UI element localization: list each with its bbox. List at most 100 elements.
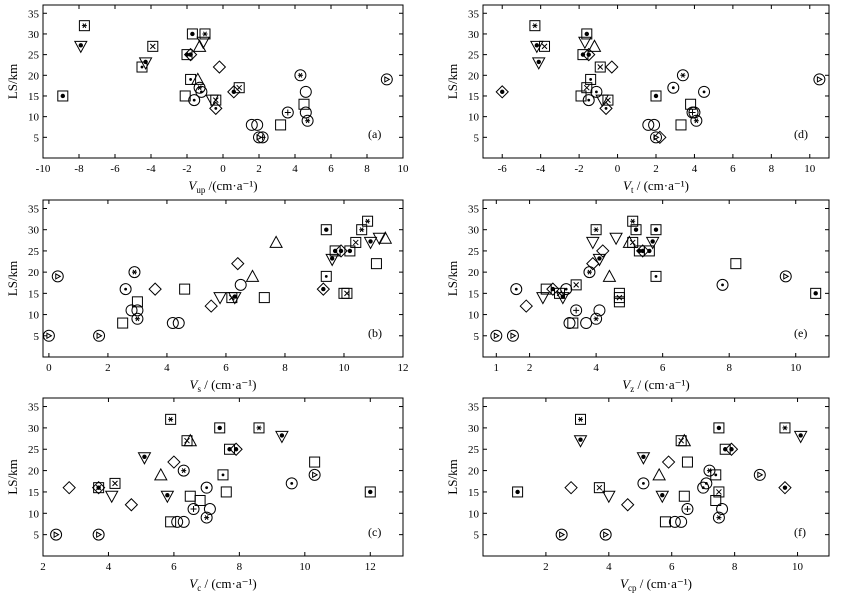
y-tick-label: 5 xyxy=(474,132,480,144)
x-axis-label: Vc / (cm·a⁻¹) xyxy=(189,576,256,593)
plot-frame xyxy=(42,397,404,557)
data-point xyxy=(93,329,106,342)
data-point xyxy=(187,503,200,516)
x-tick-label: -6 xyxy=(110,163,120,175)
x-tick-label: -2 xyxy=(575,163,584,175)
data-point xyxy=(713,486,725,498)
data-point xyxy=(643,245,655,257)
data-point xyxy=(109,477,121,489)
data-point xyxy=(214,422,226,434)
data-point xyxy=(212,60,227,74)
x-tick-label: -4 xyxy=(536,163,546,175)
data-point xyxy=(688,106,701,119)
y-tick-label: 35 xyxy=(468,203,480,215)
data-point xyxy=(179,283,191,295)
y-axis-label: LS/km xyxy=(445,459,460,494)
plot-frame xyxy=(482,397,830,557)
data-point xyxy=(813,73,826,86)
data-point xyxy=(587,39,602,52)
x-axis-label: Vs / (cm·a⁻¹) xyxy=(190,377,257,394)
data-point xyxy=(137,452,152,465)
data-point xyxy=(596,244,610,258)
x-tick-label: -6 xyxy=(498,163,508,175)
panel-label: (c) xyxy=(368,525,381,539)
data-point xyxy=(590,312,603,325)
data-point xyxy=(575,90,587,102)
data-point xyxy=(188,94,201,107)
data-point xyxy=(599,528,612,541)
data-point xyxy=(698,85,711,98)
x-tick-label: 4 xyxy=(292,163,298,175)
y-tick-label: 20 xyxy=(28,70,40,82)
data-point xyxy=(570,304,583,317)
data-point xyxy=(585,236,600,250)
y-tick-label: 20 xyxy=(28,267,40,279)
data-point xyxy=(592,253,607,267)
x-tick-label: 2 xyxy=(527,362,533,374)
data-point xyxy=(519,299,533,313)
x-tick-label: 10 xyxy=(398,163,410,175)
data-point xyxy=(57,90,69,102)
data-point xyxy=(220,486,232,498)
data-point xyxy=(194,494,206,506)
data-point xyxy=(710,469,722,481)
x-tick-label: 6 xyxy=(730,163,736,175)
data-point xyxy=(529,20,541,32)
data-point xyxy=(217,469,229,481)
data-point xyxy=(567,317,579,329)
data-point xyxy=(810,287,822,299)
y-tick-label: 35 xyxy=(28,203,40,215)
data-point xyxy=(681,456,693,468)
y-tick-label: 25 xyxy=(28,50,40,62)
data-point xyxy=(613,287,625,299)
data-point xyxy=(125,304,138,317)
y-tick-label: 10 xyxy=(28,508,40,520)
data-point xyxy=(213,292,227,305)
x-tick-label: 0 xyxy=(615,163,621,175)
y-tick-label: 10 xyxy=(468,112,480,124)
data-point xyxy=(650,224,662,236)
data-point xyxy=(204,299,218,313)
data-point xyxy=(256,131,269,144)
data-point xyxy=(668,515,681,528)
data-point xyxy=(138,57,153,70)
y-tick-label: 15 xyxy=(28,91,40,103)
x-tick-label: 10 xyxy=(338,362,350,374)
data-point xyxy=(325,253,340,267)
data-point xyxy=(546,282,560,296)
y-tick-label: 25 xyxy=(28,246,40,258)
y-tick-label: 5 xyxy=(474,530,480,542)
data-point xyxy=(245,118,258,131)
data-point xyxy=(582,94,595,107)
data-point xyxy=(104,490,119,504)
chart-panel-3: 5 10 15 20 25 30 35 1 2 4 6 8 10 LS/km Vz / (cm·a⁻¹) (e… xyxy=(445,199,830,394)
y-axis-label: LS/km xyxy=(5,64,20,99)
data-point xyxy=(364,486,376,498)
data-point xyxy=(316,282,331,296)
y-tick-label: 30 xyxy=(28,29,40,41)
data-point xyxy=(563,317,576,330)
x-tick-label: 10 xyxy=(299,561,311,573)
y-axis-label: LS/km xyxy=(445,261,460,296)
data-point xyxy=(253,422,265,434)
data-point xyxy=(119,283,132,296)
data-point xyxy=(536,292,550,305)
data-point xyxy=(594,61,606,73)
data-point xyxy=(730,258,742,270)
data-point xyxy=(506,329,519,342)
y-tick-label: 35 xyxy=(468,402,480,414)
x-tick-label: 4 xyxy=(606,561,612,573)
data-point xyxy=(593,304,606,317)
data-point xyxy=(582,47,596,62)
data-point xyxy=(620,498,635,512)
data-point xyxy=(601,490,616,504)
data-point xyxy=(227,292,242,305)
data-point xyxy=(372,232,387,246)
data-point xyxy=(560,283,573,296)
data-point xyxy=(495,85,509,99)
data-point xyxy=(583,266,596,279)
data-point xyxy=(573,435,588,448)
data-point xyxy=(128,266,141,279)
data-point xyxy=(555,528,568,541)
data-point xyxy=(124,498,139,512)
